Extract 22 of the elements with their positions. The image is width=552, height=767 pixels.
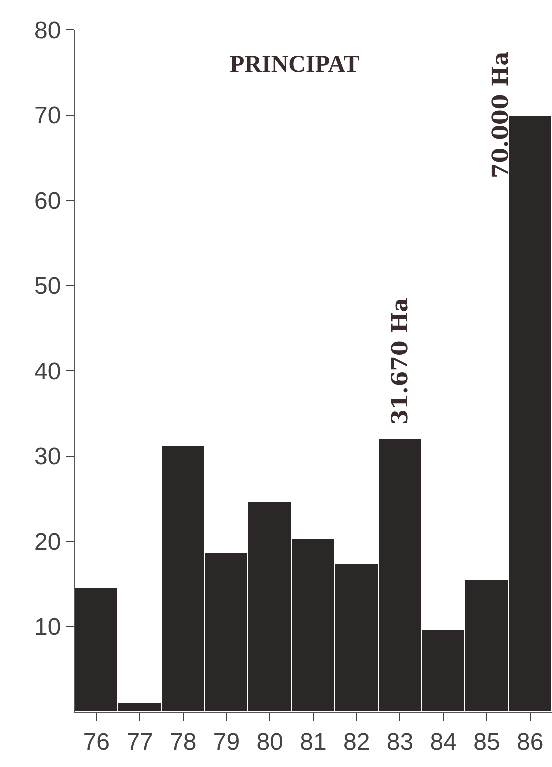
x-tick-label: 86: [516, 728, 544, 756]
x-tick-label: 83: [386, 728, 414, 756]
y-tick-label: 10: [34, 614, 62, 642]
x-tick-label: 79: [213, 728, 240, 756]
annotation: 70.000 Ha: [488, 52, 514, 179]
y-tick-label: 50: [34, 273, 62, 300]
y-tick-label: 40: [34, 358, 62, 386]
y-tick-label: 60: [34, 188, 62, 215]
y-tick-label: 80: [34, 17, 62, 44]
x-tick-label: 78: [170, 728, 197, 756]
y-tick-label: 30: [34, 444, 62, 471]
x-tick-label: 80: [256, 728, 284, 756]
y-tick-label: 70: [34, 102, 62, 130]
annotation: 31.670 Ha: [388, 298, 414, 425]
x-tick-label: 84: [430, 728, 457, 756]
x-tick-label: 85: [474, 728, 500, 756]
x-tick-label: 82: [344, 728, 370, 756]
x-tick-label: 76: [83, 728, 110, 756]
y-tick-label: 20: [34, 528, 62, 556]
x-tick-label: 77: [126, 728, 154, 756]
text: PRINCIPAT: [230, 52, 360, 78]
x-tick-label: 81: [300, 728, 327, 756]
